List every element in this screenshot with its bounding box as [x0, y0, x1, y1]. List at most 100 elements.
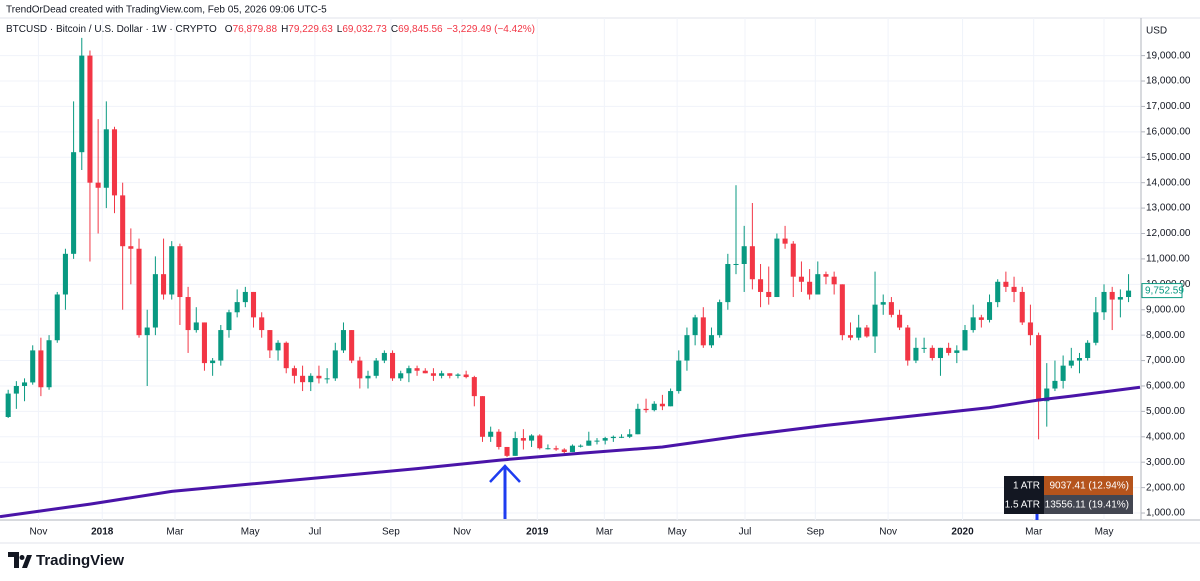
- candle-body: [439, 373, 445, 376]
- candle-body: [937, 347, 943, 359]
- candle-body: [798, 276, 804, 282]
- candle-body: [659, 403, 665, 407]
- candle-body: [71, 152, 77, 254]
- candle-body: [839, 284, 845, 336]
- candle-body: [529, 435, 535, 441]
- x-tick-label: Sep: [806, 527, 824, 538]
- x-tick-label: Nov: [30, 527, 48, 538]
- x-tick-label: Mar: [596, 527, 614, 538]
- candle-body: [381, 352, 387, 361]
- candle-body: [169, 246, 175, 295]
- field-value: 69,032.73: [342, 24, 387, 35]
- x-tick-label: Sep: [382, 527, 400, 538]
- x-tick-label: May: [668, 527, 687, 538]
- candle-body: [1011, 286, 1017, 292]
- atr-label: 1.5 ATR: [1005, 500, 1040, 511]
- candle-body: [676, 360, 682, 392]
- candle-body: [193, 322, 199, 331]
- x-tick-label: May: [1095, 527, 1114, 538]
- candle-body: [946, 347, 952, 353]
- candle-body: [308, 375, 314, 383]
- y-tick-label: 17,000.00: [1146, 101, 1191, 112]
- candle-body: [995, 281, 1001, 303]
- candle-body: [234, 302, 240, 313]
- candle-body: [177, 246, 183, 298]
- x-tick-label: Mar: [166, 527, 184, 538]
- y-tick-label: 5,000.00: [1146, 406, 1185, 417]
- candle-body: [332, 350, 338, 379]
- candle-body: [463, 374, 469, 378]
- candle-body: [782, 238, 788, 244]
- candle-body: [365, 375, 371, 379]
- candle-body: [692, 317, 698, 336]
- candle-body: [504, 446, 510, 456]
- candle-body: [185, 297, 191, 331]
- x-tick-label: Nov: [453, 527, 471, 538]
- candle-body: [62, 253, 68, 295]
- candle-body: [815, 274, 821, 295]
- candle-body: [888, 302, 894, 315]
- candle-body: [1027, 322, 1033, 336]
- candle-body: [300, 375, 306, 383]
- candle-body: [635, 408, 641, 435]
- y-tick-label: 12,000.00: [1146, 228, 1191, 239]
- candle-body: [553, 448, 559, 450]
- field-value: 76,879.88: [233, 24, 278, 35]
- candle-body: [880, 302, 886, 305]
- atr-value: 13556.11 (19.41%): [1045, 500, 1129, 511]
- x-tick-label: Mar: [1025, 527, 1043, 538]
- candle-body: [1076, 358, 1083, 361]
- candle-body: [340, 330, 347, 351]
- candle-body: [1109, 291, 1115, 300]
- candle-body: [218, 330, 224, 361]
- candle-body: [954, 350, 960, 353]
- candle-body: [373, 360, 379, 376]
- candle-body: [512, 438, 518, 456]
- candle-body: [120, 195, 126, 247]
- candle-body: [856, 327, 862, 338]
- candle-body: [398, 373, 404, 379]
- candle-body: [520, 438, 526, 441]
- candle-body: [618, 436, 625, 438]
- candle-body: [684, 335, 690, 361]
- candle-body: [1036, 335, 1042, 402]
- candle-body: [242, 291, 248, 303]
- candle-body: [610, 436, 616, 439]
- atr-label-bg: [1004, 495, 1044, 514]
- candle-body: [95, 182, 101, 188]
- candle-body: [259, 317, 265, 331]
- x-tick-label: 2019: [526, 527, 549, 538]
- atr-label: 1 ATR: [1013, 481, 1040, 492]
- candle-body: [152, 274, 158, 328]
- candle-body: [357, 360, 363, 379]
- x-tick-label: May: [241, 527, 260, 538]
- y-tick-label: 8,000.00: [1146, 330, 1185, 341]
- y-tick-label: 13,000.00: [1146, 203, 1191, 214]
- candle-body: [30, 350, 36, 383]
- candle-body: [978, 317, 984, 320]
- candle-body: [602, 438, 608, 441]
- field-key: L: [337, 24, 343, 35]
- candle-body: [430, 373, 436, 376]
- candle-body: [479, 396, 486, 437]
- atr-value: 9037.41 (12.94%): [1049, 481, 1129, 492]
- candle-body: [471, 377, 477, 397]
- candle-body: [79, 55, 85, 153]
- candle-body: [986, 302, 993, 320]
- candle-body: [1101, 291, 1107, 313]
- currency-label: USD: [1146, 26, 1167, 37]
- y-tick-label: 3,000.00: [1146, 457, 1185, 468]
- candle-body: [578, 445, 584, 447]
- change: −3,229.49 (−4.42%): [447, 24, 535, 35]
- candle-body: [717, 302, 723, 336]
- candle-body: [496, 431, 502, 447]
- candle-body: [1126, 290, 1132, 298]
- candle-body: [913, 347, 919, 361]
- y-tick-label: 6,000.00: [1146, 381, 1185, 392]
- legend-header: BTCUSD · Bitcoin / U.S. Dollar · 1W · CR…: [6, 24, 535, 35]
- candle-body: [831, 276, 837, 285]
- candle-body: [46, 340, 52, 388]
- candle-body: [406, 368, 412, 374]
- candle-body: [872, 304, 878, 337]
